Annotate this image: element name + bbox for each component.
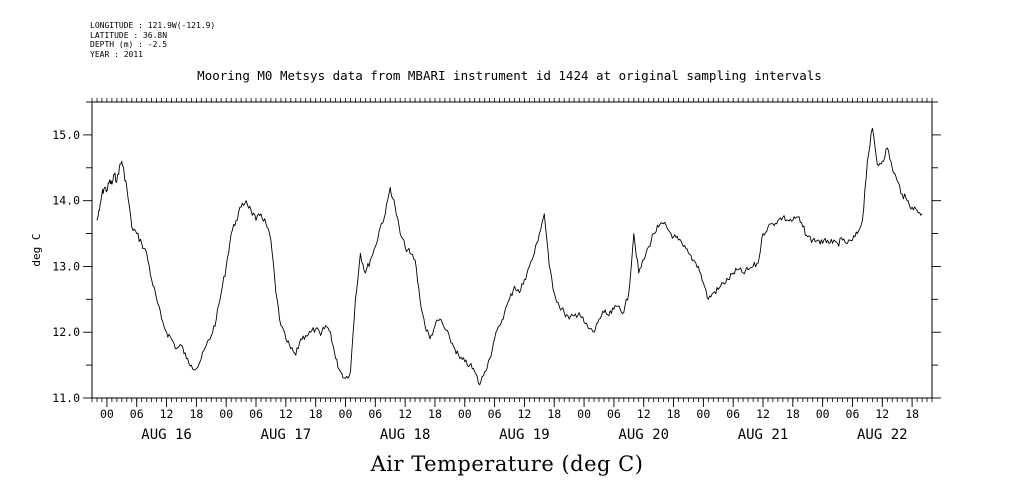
axes-layer: 00 06 12 18 00 06 12 18 00 06 12 18 00 06 12 18 00 06 12 18… bbox=[52, 98, 941, 443]
metadata-block: LONGITUDE : 121.9W(-121.9) LATITUDE : 36.… bbox=[90, 21, 215, 59]
x-tick-label: 06 bbox=[368, 407, 382, 421]
x-tick-label: 06 bbox=[607, 407, 621, 421]
y-tick-label: 14.0 bbox=[52, 194, 80, 208]
x-tick-label: 18 bbox=[189, 407, 203, 421]
x-tick-label: 00 bbox=[577, 407, 591, 421]
y-tick-label: 15.0 bbox=[52, 128, 80, 142]
x-tick-label: 12 bbox=[160, 407, 174, 421]
x-tick-label: 06 bbox=[726, 407, 740, 421]
y-axis-label: deg C bbox=[30, 233, 43, 266]
series-line-air-temperature bbox=[96, 127, 923, 386]
x-day-label: AUG 21 bbox=[738, 427, 789, 443]
x-tick-label: 18 bbox=[309, 407, 323, 421]
x-tick-label: 18 bbox=[786, 407, 800, 421]
x-day-label: AUG 17 bbox=[261, 427, 312, 443]
x-tick-label: 12 bbox=[637, 407, 651, 421]
x-tick-label: 06 bbox=[130, 407, 144, 421]
y-tick-label: 12.0 bbox=[52, 325, 80, 339]
plot-frame bbox=[91, 101, 933, 399]
x-tick-label: 12 bbox=[279, 407, 293, 421]
y-tick-label: 11.0 bbox=[52, 391, 80, 405]
x-tick-label: 12 bbox=[398, 407, 412, 421]
x-day-label: AUG 16 bbox=[141, 427, 192, 443]
x-day-label: AUG 22 bbox=[857, 427, 908, 443]
x-tick-label: 00 bbox=[219, 407, 233, 421]
latitude-line: LATITUDE : 36.8N bbox=[90, 30, 168, 40]
variable-label: Air Temperature (deg C) bbox=[370, 452, 644, 476]
x-day-label: AUG 18 bbox=[380, 427, 431, 443]
x-tick-label: 12 bbox=[517, 407, 531, 421]
x-day-label: AUG 20 bbox=[618, 427, 669, 443]
year-line: YEAR : 2011 bbox=[90, 49, 143, 59]
x-tick-label: 12 bbox=[756, 407, 770, 421]
y-tick-label: 13.0 bbox=[52, 259, 80, 273]
x-tick-label: 06 bbox=[249, 407, 263, 421]
x-tick-label: 06 bbox=[846, 407, 860, 421]
x-tick-label: 12 bbox=[875, 407, 889, 421]
depth-line: DEPTH (m) : -2.5 bbox=[90, 40, 168, 49]
x-tick-label: 18 bbox=[547, 407, 561, 421]
x-tick-label: 00 bbox=[816, 407, 830, 421]
data-layer bbox=[96, 127, 923, 386]
x-tick-label: 00 bbox=[339, 407, 353, 421]
x-tick-label: 00 bbox=[100, 407, 114, 421]
x-tick-label: 06 bbox=[488, 407, 502, 421]
x-tick-label: 00 bbox=[696, 407, 710, 421]
longitude-line: LONGITUDE : 121.9W(-121.9) bbox=[90, 21, 216, 30]
x-minor-ticks bbox=[91, 98, 933, 402]
plot-title: Mooring M0 Metsys data from MBARI instru… bbox=[197, 68, 822, 83]
x-tick-label: 00 bbox=[458, 407, 472, 421]
x-day-label: AUG 19 bbox=[499, 427, 550, 443]
x-tick-label: 18 bbox=[905, 407, 919, 421]
x-tick-label: 18 bbox=[428, 407, 442, 421]
x-tick-label: 18 bbox=[667, 407, 681, 421]
